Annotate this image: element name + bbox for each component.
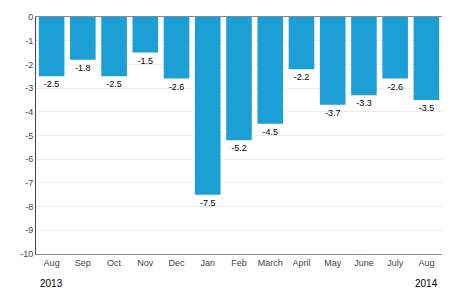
svg-text:-2.2: -2.2 (294, 72, 310, 82)
svg-text:-7: -7 (25, 178, 33, 188)
svg-text:-7.5: -7.5 (200, 198, 216, 208)
svg-text:Jan: Jan (201, 258, 216, 268)
svg-text:-2: -2 (25, 60, 33, 70)
svg-text:-6: -6 (25, 154, 33, 164)
svg-text:-2.6: -2.6 (387, 82, 403, 92)
svg-text:-3.3: -3.3 (356, 98, 372, 108)
svg-text:-1.5: -1.5 (138, 56, 154, 66)
svg-text:Sep: Sep (75, 258, 91, 268)
svg-text:-2.6: -2.6 (169, 82, 185, 92)
svg-text:April: April (292, 258, 310, 268)
svg-text:Nov: Nov (137, 258, 154, 268)
svg-text:May: May (324, 258, 342, 268)
svg-text:-5.2: -5.2 (231, 143, 247, 153)
svg-text:-8: -8 (25, 202, 33, 212)
svg-text:March: March (258, 258, 283, 268)
svg-text:-3.5: -3.5 (419, 103, 435, 113)
svg-text:-1.8: -1.8 (75, 63, 91, 73)
svg-text:Aug: Aug (44, 258, 60, 268)
svg-text:-10: -10 (20, 249, 33, 259)
svg-text:0: 0 (28, 12, 33, 22)
svg-text:-2.5: -2.5 (106, 79, 122, 89)
svg-text:Dec: Dec (169, 258, 186, 268)
svg-text:-3: -3 (25, 83, 33, 93)
svg-text:-4: -4 (25, 107, 33, 117)
svg-text:2014: 2014 (415, 278, 438, 289)
svg-text:2013: 2013 (40, 278, 63, 289)
svg-text:Feb: Feb (231, 258, 247, 268)
svg-text:Aug: Aug (418, 258, 434, 268)
svg-text:-9: -9 (25, 225, 33, 235)
svg-text:-1: -1 (25, 36, 33, 46)
svg-text:June: June (354, 258, 374, 268)
svg-text:July: July (387, 258, 404, 268)
svg-text:-4.5: -4.5 (262, 127, 278, 137)
svg-text:-3.7: -3.7 (325, 108, 341, 118)
svg-text:-5: -5 (25, 131, 33, 141)
svg-text:-2.5: -2.5 (44, 79, 60, 89)
svg-text:Oct: Oct (107, 258, 122, 268)
